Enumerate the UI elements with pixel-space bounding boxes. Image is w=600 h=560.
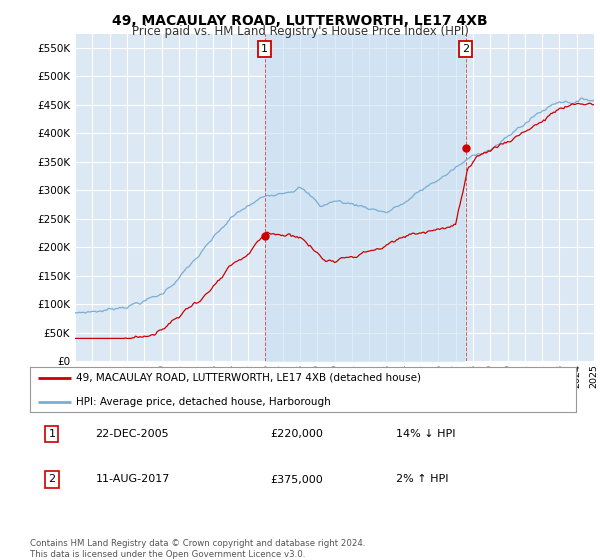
Text: 2% ↑ HPI: 2% ↑ HPI [396,474,448,484]
Text: 1: 1 [261,44,268,54]
Text: 14% ↓ HPI: 14% ↓ HPI [396,430,455,440]
Text: 2: 2 [462,44,469,54]
Text: 1: 1 [49,430,55,440]
Text: 49, MACAULAY ROAD, LUTTERWORTH, LE17 4XB: 49, MACAULAY ROAD, LUTTERWORTH, LE17 4XB [112,14,488,28]
Text: 2: 2 [48,474,55,484]
Text: Contains HM Land Registry data © Crown copyright and database right 2024.
This d: Contains HM Land Registry data © Crown c… [30,539,365,559]
Text: 22-DEC-2005: 22-DEC-2005 [95,430,169,440]
Text: 49, MACAULAY ROAD, LUTTERWORTH, LE17 4XB (detached house): 49, MACAULAY ROAD, LUTTERWORTH, LE17 4XB… [76,373,421,383]
Text: Price paid vs. HM Land Registry's House Price Index (HPI): Price paid vs. HM Land Registry's House … [131,25,469,38]
Text: 11-AUG-2017: 11-AUG-2017 [95,474,170,484]
Text: £220,000: £220,000 [270,430,323,440]
Text: £375,000: £375,000 [270,474,323,484]
Text: HPI: Average price, detached house, Harborough: HPI: Average price, detached house, Harb… [76,396,331,407]
